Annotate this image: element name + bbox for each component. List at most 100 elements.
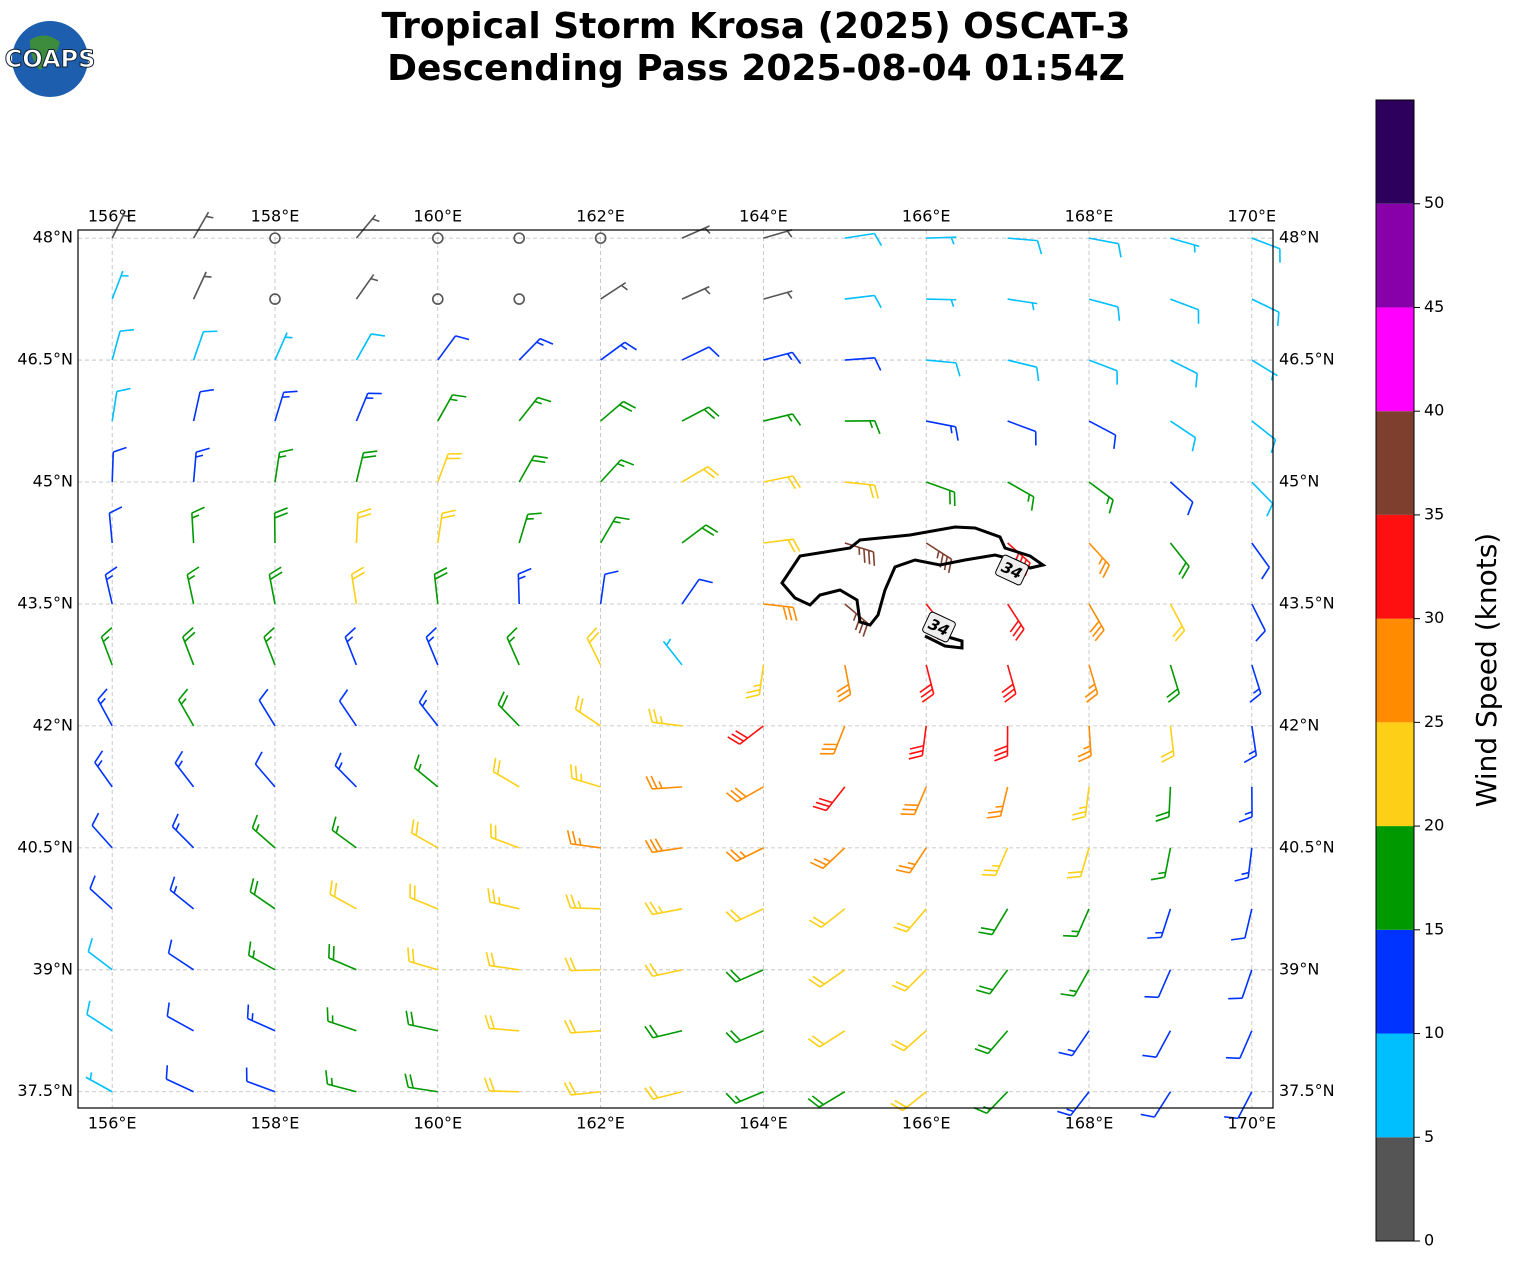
barb-full <box>725 1092 737 1104</box>
barb-full <box>649 901 659 915</box>
wind-barb <box>1249 664 1262 703</box>
wind-barb <box>681 346 720 361</box>
barb-half <box>173 885 178 894</box>
barb-full <box>620 459 635 466</box>
colorbar-tick-label: 35 <box>1424 504 1444 523</box>
y-tick-label: 46.5°N <box>17 350 73 369</box>
barb-half <box>498 896 501 905</box>
barb-full <box>649 1024 659 1038</box>
barb-full <box>497 691 505 705</box>
barb-half <box>787 414 793 422</box>
barb-shaft <box>192 391 201 422</box>
y-tick-label-right: 42°N <box>1279 715 1319 734</box>
barb-half <box>205 215 214 219</box>
barb-shaft <box>1169 420 1196 439</box>
barb-shaft <box>1157 969 1172 998</box>
barb-shaft <box>1251 481 1274 505</box>
barb-half <box>1106 496 1110 505</box>
wind-barb <box>269 293 281 305</box>
barb-full <box>894 1099 908 1109</box>
wind-barb <box>763 228 793 239</box>
wind-barb <box>111 210 131 239</box>
barb-full <box>501 695 509 709</box>
barb-half <box>180 698 187 705</box>
wind-barb <box>174 750 195 788</box>
wind-barb <box>484 1014 520 1032</box>
barb-shaft <box>1170 298 1199 311</box>
contour-line <box>780 525 1047 627</box>
barb-full <box>363 450 378 454</box>
barb-half <box>739 851 747 858</box>
barb-shaft <box>1007 420 1037 433</box>
wind-barb <box>91 812 113 849</box>
barb-full <box>874 420 881 435</box>
barb-full <box>418 689 428 703</box>
barb-full <box>166 1002 170 1017</box>
wind-barb <box>258 688 276 727</box>
barb-shaft <box>902 1091 927 1112</box>
barb-half <box>621 284 628 291</box>
barb-half <box>852 613 858 621</box>
barb-full <box>994 745 1008 752</box>
barb-half <box>89 1072 93 1080</box>
barb-half <box>1244 811 1253 816</box>
wind-barb <box>978 908 1009 936</box>
barb-full <box>357 507 372 514</box>
barb-full <box>708 346 720 358</box>
barb-full <box>1086 693 1099 703</box>
barb-full <box>707 466 720 476</box>
colorbar-segment <box>1376 307 1414 412</box>
barb-full <box>334 752 342 766</box>
wind-barb <box>807 1091 846 1108</box>
barb-shaft <box>91 824 113 849</box>
barb-shaft <box>331 829 357 849</box>
barb-full <box>872 551 876 566</box>
barb-half <box>1071 930 1080 933</box>
barb-full <box>94 750 104 763</box>
wind-barb <box>725 969 764 983</box>
wind-barb <box>104 566 118 605</box>
barb-full <box>563 1082 572 1096</box>
barb-half <box>578 837 582 846</box>
colorbar-tick-label: 30 <box>1424 608 1444 627</box>
wind-barb <box>895 847 927 874</box>
wind-barb <box>812 786 846 812</box>
wind-barb <box>1088 603 1105 642</box>
wind-barb <box>513 293 526 305</box>
barb-full <box>1140 1113 1155 1118</box>
barb-full <box>873 484 880 499</box>
wind-barb <box>570 764 601 788</box>
colorbar-segment <box>1376 1137 1414 1241</box>
barb-full <box>649 1086 659 1099</box>
barb-full <box>251 814 259 829</box>
barb-half <box>704 227 711 234</box>
barb-shaft <box>844 232 875 239</box>
barb-full <box>1187 501 1194 516</box>
barb-shaft <box>1251 542 1270 568</box>
barb-full <box>1035 367 1040 382</box>
wind-barb <box>405 1010 438 1032</box>
barb-half <box>1067 1048 1076 1053</box>
wind-barb <box>274 448 294 483</box>
barb-half <box>1252 688 1260 694</box>
barb-full <box>792 475 801 489</box>
barb-full <box>1060 993 1075 997</box>
barb-full <box>808 978 821 988</box>
wind-barb <box>808 969 846 988</box>
barb-full <box>1276 312 1280 327</box>
wind-barb <box>844 232 883 246</box>
wind-barb <box>355 333 386 361</box>
wind-barb <box>681 225 711 239</box>
barb-full <box>868 484 875 499</box>
barb-full <box>654 838 663 852</box>
wind-barb <box>274 332 293 361</box>
barb-half <box>1088 683 1096 690</box>
wind-barb <box>490 823 520 849</box>
wind-barb <box>1170 237 1200 253</box>
barb-full <box>409 1074 414 1089</box>
barb-shaft <box>254 763 276 788</box>
barb-shaft <box>355 333 372 361</box>
barb-full <box>357 512 372 519</box>
wind-barb <box>1251 481 1274 517</box>
wind-barb <box>1224 1091 1253 1120</box>
